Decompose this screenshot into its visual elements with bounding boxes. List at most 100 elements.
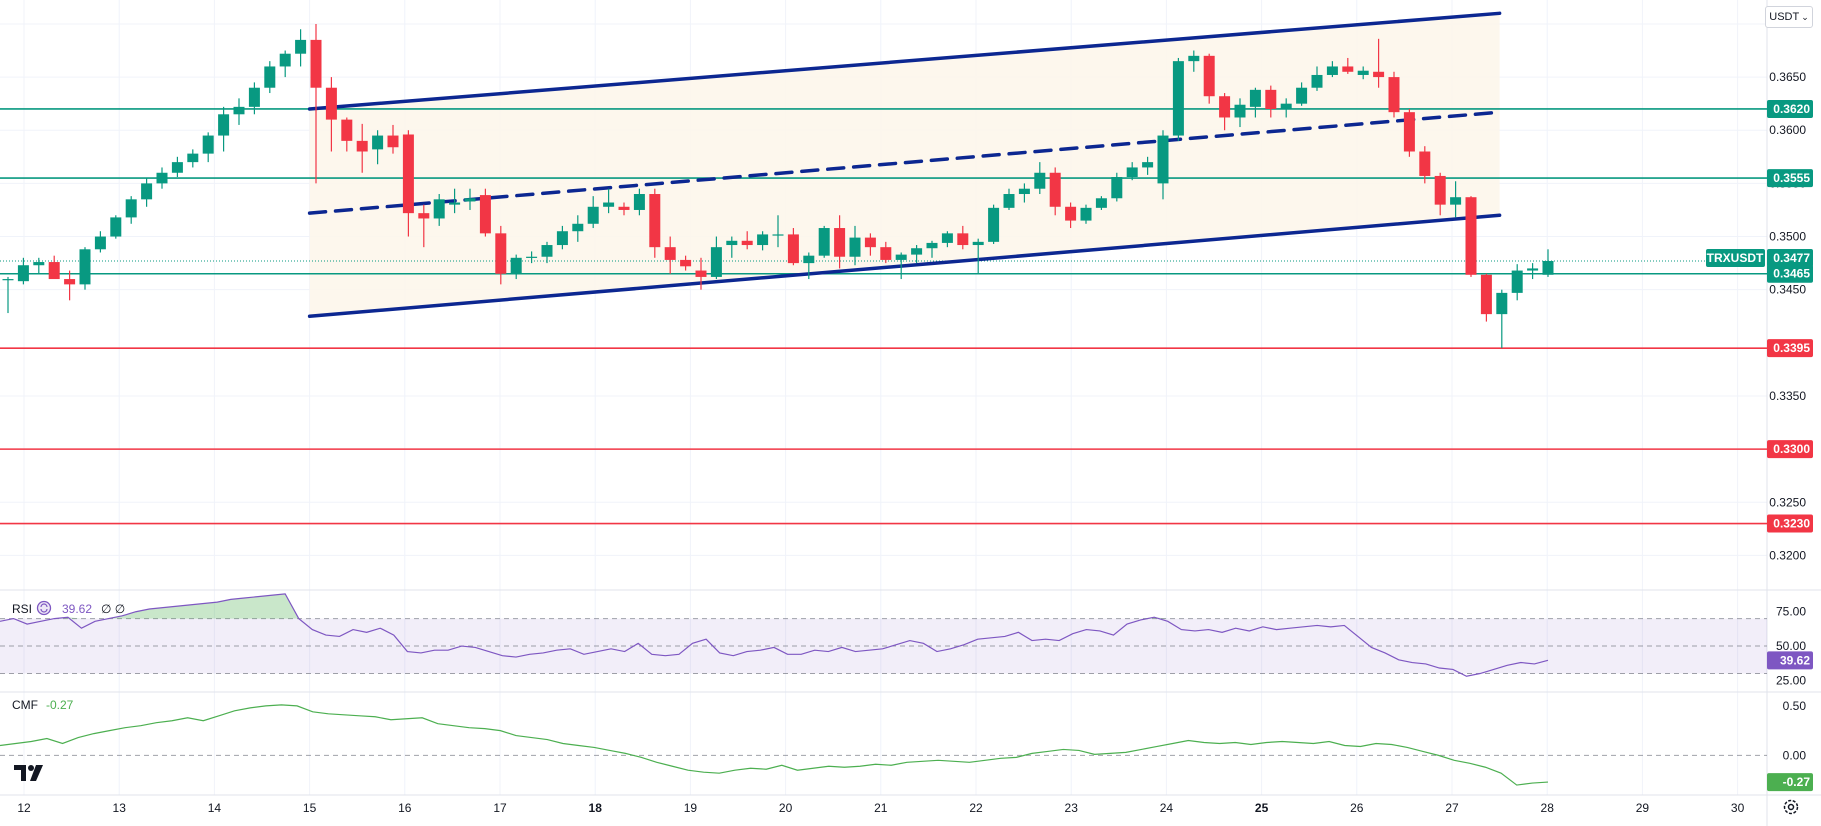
price-axis[interactable]: 0.37000.36500.36000.35500.35000.34500.33… xyxy=(1706,17,1813,792)
candle-body xyxy=(495,233,507,274)
price-tick-label: 0.3450 xyxy=(1769,283,1806,297)
candle-body xyxy=(1527,268,1539,271)
time-tick-label: 18 xyxy=(589,801,603,815)
candle-body xyxy=(695,270,707,277)
candle-body xyxy=(834,228,846,257)
candle xyxy=(541,241,553,264)
level-price-label: 0.3465 xyxy=(1773,267,1810,281)
candle-body xyxy=(787,234,799,264)
level-price-label: 0.3230 xyxy=(1773,517,1810,531)
candle-body xyxy=(1280,103,1292,109)
candle-body xyxy=(911,248,923,255)
candle-body xyxy=(1003,194,1015,208)
rsi-settings-icon[interactable] xyxy=(36,600,52,616)
candle xyxy=(603,188,615,214)
candle-body xyxy=(757,234,769,246)
candle xyxy=(33,257,45,274)
candle xyxy=(1249,87,1261,118)
candle-body xyxy=(402,134,414,214)
candle xyxy=(710,236,722,280)
candle-body xyxy=(926,242,938,249)
cmf-panel xyxy=(0,704,1767,786)
rsi-extra: ∅ ∅ xyxy=(101,602,125,616)
candle-body xyxy=(1157,135,1169,184)
candle-body xyxy=(387,135,399,148)
candle-body xyxy=(233,106,245,115)
time-tick-label: 29 xyxy=(1636,801,1650,815)
candle-body xyxy=(1065,206,1077,221)
cmf-value: -0.27 xyxy=(46,698,74,712)
candle-body xyxy=(141,183,153,200)
candle-body xyxy=(941,233,953,243)
candle xyxy=(618,202,630,216)
candle-body xyxy=(772,234,784,236)
candle xyxy=(772,215,784,248)
channel-lower-line[interactable] xyxy=(307,213,1502,319)
candle xyxy=(1465,196,1477,277)
candle-body xyxy=(1203,55,1215,97)
candle-body xyxy=(64,279,76,285)
candle xyxy=(988,204,1000,244)
rsi-value-label: 39.62 xyxy=(1780,653,1810,667)
cmf-tick-label: 0.00 xyxy=(1783,748,1807,762)
candle xyxy=(1065,202,1077,229)
candle xyxy=(248,82,260,115)
candle-body xyxy=(1542,260,1554,275)
candle-body xyxy=(1511,270,1523,293)
candle xyxy=(1511,264,1523,301)
rsi-panel xyxy=(0,593,1767,677)
candle-body xyxy=(1249,89,1261,107)
time-tick-label: 28 xyxy=(1541,801,1555,815)
settings-gear-icon[interactable] xyxy=(1781,797,1801,817)
price-tick-label: 0.3200 xyxy=(1769,548,1806,562)
current-price-label: 0.3477 xyxy=(1773,251,1810,265)
candle-body xyxy=(572,223,584,232)
cmf-value-label: -0.27 xyxy=(1783,775,1811,789)
candle-body xyxy=(649,194,661,248)
candle-body xyxy=(356,140,368,152)
candle-body xyxy=(1018,188,1030,195)
candle xyxy=(17,257,29,285)
level-price-label: 0.3300 xyxy=(1773,442,1810,456)
candle-body xyxy=(818,228,830,256)
candle xyxy=(233,98,245,125)
candle-body xyxy=(79,249,91,285)
candle-body xyxy=(218,114,230,136)
time-axis[interactable]: 12 13 14 15 16 17 18 19 20 21 22 23 24 25 26 27 28 29 30 xyxy=(17,801,1744,815)
candle-body xyxy=(1265,89,1277,109)
candle-body xyxy=(1034,172,1046,189)
time-tick-label: 13 xyxy=(113,801,127,815)
candle xyxy=(1111,172,1123,202)
level-price-label-bg xyxy=(1767,264,1813,283)
candle xyxy=(1126,162,1138,181)
candle xyxy=(895,252,907,280)
price-tick-label: 0.3600 xyxy=(1769,123,1806,137)
channel-upper-line[interactable] xyxy=(307,11,1502,111)
candle xyxy=(1265,85,1277,118)
candle xyxy=(972,238,984,274)
level-price-label: 0.3395 xyxy=(1773,341,1810,355)
candle-body xyxy=(1342,66,1354,72)
candle-body xyxy=(864,237,876,248)
candle-body xyxy=(94,236,106,250)
candle xyxy=(479,188,491,237)
rsi-name: RSI xyxy=(12,602,32,616)
time-tick-label: 14 xyxy=(208,801,222,815)
candle xyxy=(433,194,445,226)
time-tick-label: 19 xyxy=(684,801,698,815)
candle xyxy=(79,247,91,290)
candle-body xyxy=(171,162,183,173)
currency-selector[interactable]: USDT ⌄ xyxy=(1765,6,1813,28)
current-price-label-bg xyxy=(1767,248,1813,267)
channel-middle-line[interactable] xyxy=(307,110,1502,215)
candle xyxy=(1080,204,1092,224)
candle xyxy=(926,240,938,258)
rsi-tick-label: 50.00 xyxy=(1776,639,1806,653)
rsi-tick-label: 75.00 xyxy=(1776,605,1806,619)
candle-body xyxy=(988,207,1000,242)
candle-body xyxy=(618,206,630,210)
symbol-tag-bg xyxy=(1706,248,1765,267)
candle-body xyxy=(587,206,599,224)
trend-channel[interactable] xyxy=(307,11,1502,319)
